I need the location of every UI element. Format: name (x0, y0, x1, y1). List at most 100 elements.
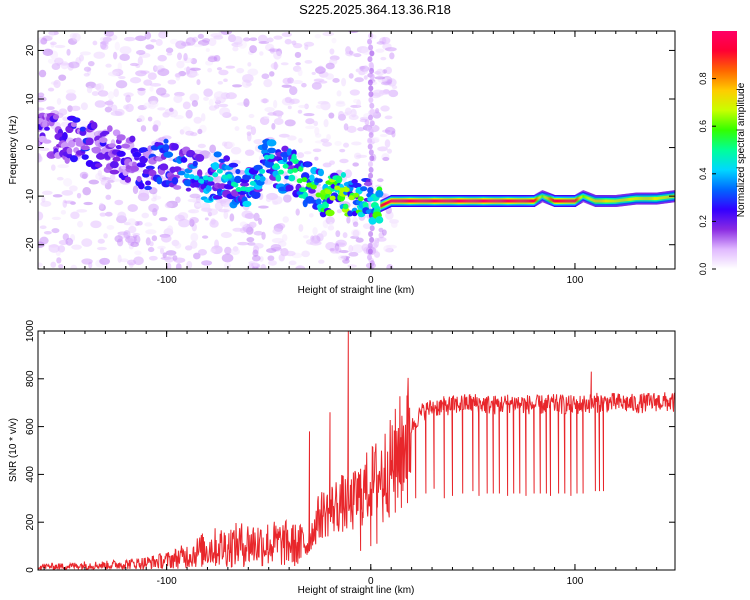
heatmap-band-cell (512, 199, 514, 203)
heatmap-band-cell (460, 199, 462, 203)
heatmap-noise-cell (267, 112, 277, 116)
heatmap-band-cell (558, 199, 560, 203)
heatmap-ridge-peak (184, 173, 191, 179)
heatmap-noise-cell (226, 93, 236, 99)
heatmap-band-cell (423, 199, 425, 203)
heatmap-noise-cell (65, 92, 77, 102)
heatmap-band-cell (487, 199, 490, 203)
heatmap-noise-cell (294, 51, 302, 59)
heatmap-stripe-cell (368, 161, 374, 168)
heatmap-noise-cell (127, 204, 138, 212)
heatmap-noise-cell (56, 176, 64, 181)
heatmap-ridge-peak (287, 168, 294, 174)
heatmap-noise-cell (315, 104, 324, 109)
heatmap-noise-cell (349, 89, 360, 96)
heatmap-band-cell (451, 199, 454, 203)
colorbar-gradient (712, 31, 737, 269)
heatmap-noise-cell (137, 56, 144, 66)
heatmap-noise-cell (216, 67, 223, 71)
heatmap-noise-cell (348, 114, 359, 121)
heatmap-noise-cell (383, 245, 393, 253)
heatmap-ridge-peak (343, 187, 350, 193)
heatmap-noise-cell (38, 69, 47, 78)
heatmap-noise-cell (72, 32, 81, 42)
heatmap-noise-cell (260, 98, 270, 104)
heatmap-band-cell (380, 204, 382, 208)
heatmap-band-cell (617, 199, 619, 203)
heatmap-noise-cell (302, 235, 309, 239)
heatmap-noise-cell (197, 33, 204, 39)
heatmap-noise-cell (249, 45, 258, 54)
heatmap-noise-cell (39, 236, 49, 245)
heatmap-noise-cell (339, 148, 346, 153)
heatmap-ridge-cell (205, 184, 212, 192)
heatmap-noise-cell (336, 90, 342, 97)
heatmap-band-cell (634, 197, 637, 201)
heatmap-noise-cell (152, 124, 159, 132)
heatmap-noise-cell (147, 116, 153, 122)
heatmap-band-cell (592, 198, 595, 202)
heatmap-ridge-peak (221, 174, 228, 180)
heatmap-noise-cell (253, 212, 260, 222)
heatmap-band-cell (659, 196, 661, 200)
heatmap-noise-cell (217, 80, 223, 85)
heatmap-band-cell (619, 199, 621, 203)
heatmap-noise-cell (137, 87, 146, 91)
heatmap-noise-cell (65, 89, 76, 94)
heatmap-stripe-cell (369, 67, 375, 74)
heatmap-band-cell (504, 199, 507, 203)
heatmap-band-cell (463, 199, 465, 203)
heatmap-noise-cell (218, 209, 230, 213)
heatmap-band-cell (603, 199, 606, 203)
heatmap-band-cell (664, 195, 666, 199)
heatmap-noise-cell (46, 106, 55, 111)
heatmap-ridge-peak (273, 163, 280, 169)
heatmap-band-cell (607, 199, 609, 203)
heatmap-noise-cell (201, 260, 213, 266)
heatmap-noise-cell (137, 220, 143, 226)
heatmap-noise-cell (338, 250, 349, 254)
heatmap-band-cell (389, 199, 392, 203)
heatmap-band-cell (482, 199, 485, 203)
heatmap-band-cell (616, 199, 618, 203)
heatmap-stripe-cell (368, 91, 374, 98)
heatmap-band-cell (399, 199, 402, 203)
heatmap-noise-cell (359, 65, 366, 70)
heatmap-band-cell (590, 197, 593, 201)
heatmap-noise-cell (207, 56, 218, 63)
heatmap-noise-cell (148, 203, 159, 213)
heatmap-ridge-cell (98, 137, 108, 144)
y-tick-label: 10 (25, 93, 36, 105)
heatmap-noise-cell (284, 38, 292, 45)
heatmap-band-cell (555, 199, 558, 203)
heatmap-noise-cell (384, 115, 393, 120)
heatmap-noise-cell (147, 72, 157, 80)
heatmap-ridge-peak (235, 186, 242, 192)
heatmap-ridge-peak (315, 192, 322, 198)
heatmap-band-cell (506, 199, 509, 203)
heatmap-noise-cell (105, 63, 112, 68)
heatmap-band-cell (454, 199, 457, 203)
heatmap-band-cell (471, 199, 473, 203)
heatmap-noise-cell (353, 53, 362, 58)
heatmap-band-cell (488, 199, 491, 203)
heatmap-noise-cell (185, 109, 193, 119)
heatmap-band-cell (396, 199, 399, 203)
heatmap-band-cell (420, 199, 422, 203)
heatmap-noise-cell (38, 147, 50, 151)
heatmap-noise-cell (110, 110, 123, 117)
heatmap-noise-cell (113, 88, 119, 98)
heatmap-noise-cell (96, 246, 107, 251)
heatmap-band-cell (450, 199, 453, 203)
heatmap-band-cell (660, 196, 662, 200)
heatmap-noise-cell (292, 79, 303, 85)
heatmap-noise-cell (109, 174, 116, 181)
heatmap-band-cell (398, 199, 401, 203)
heatmap-band-cell (572, 199, 574, 203)
heatmap-noise-cell (140, 125, 147, 132)
heatmap-noise-cell (189, 217, 199, 224)
heatmap-noise-cell (208, 37, 217, 47)
heatmap-noise-cell (69, 185, 78, 192)
heatmap-band-cell (560, 199, 562, 203)
heatmap-noise-cell (58, 74, 67, 81)
